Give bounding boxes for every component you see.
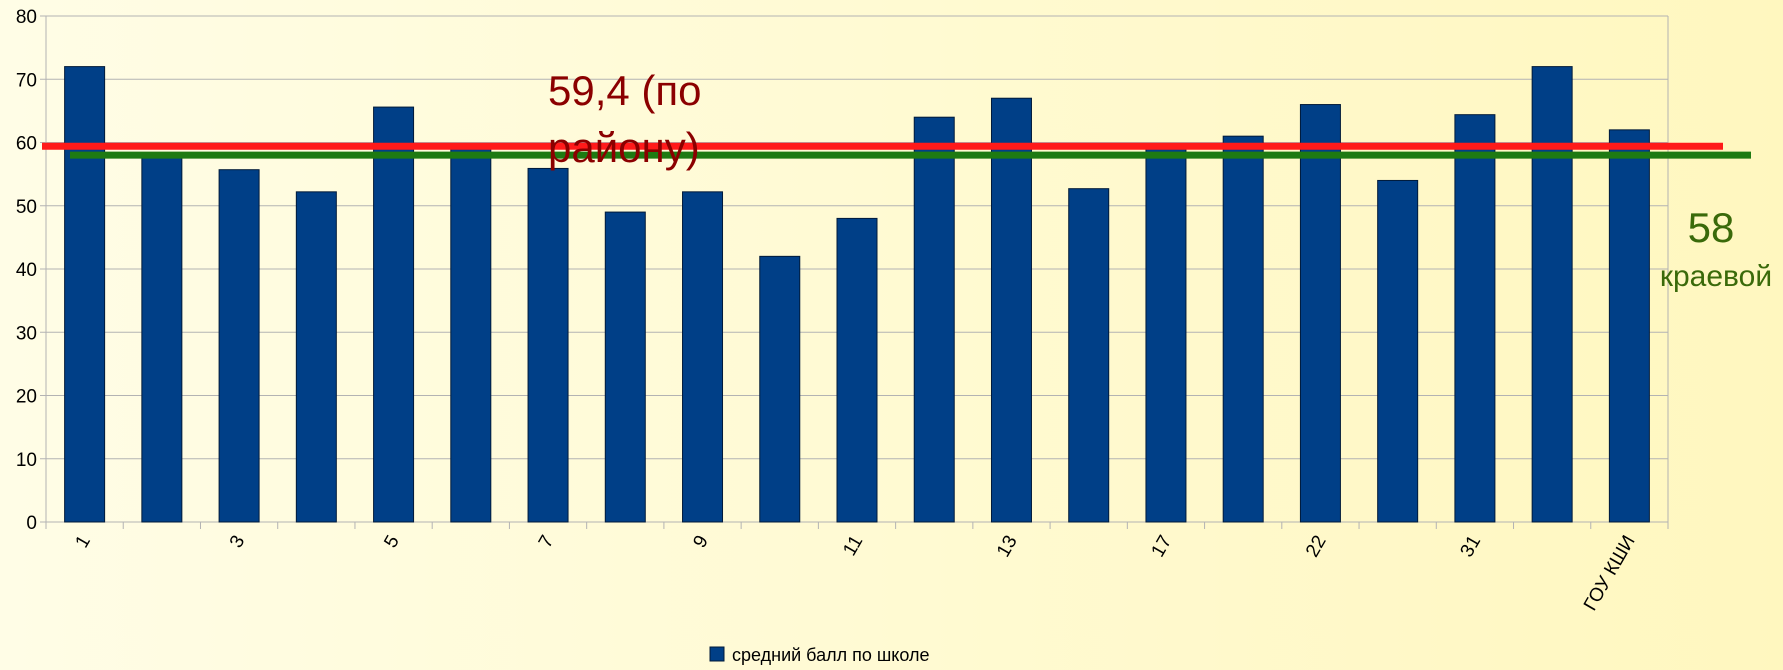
- bar: [990, 97, 1032, 523]
- bar: [1068, 188, 1110, 523]
- reference-label: 58: [1688, 204, 1735, 251]
- bar: [295, 191, 337, 523]
- y-tick-label: 50: [16, 197, 37, 218]
- bar: [1222, 135, 1264, 523]
- bar: [836, 217, 878, 523]
- bar: [604, 211, 646, 523]
- reference-label: району): [548, 124, 700, 171]
- reference-label: краевой: [1660, 260, 1772, 293]
- bar: [1377, 179, 1419, 523]
- bar: [759, 255, 801, 523]
- bar: [1145, 148, 1187, 523]
- y-tick-label: 70: [16, 70, 37, 91]
- y-tick-label: 20: [16, 387, 37, 408]
- bar: [1454, 114, 1496, 523]
- y-tick-label: 80: [16, 7, 37, 28]
- y-tick-label: 40: [16, 260, 37, 281]
- bar: [1531, 66, 1573, 523]
- bar: [373, 106, 415, 523]
- bar: [913, 116, 955, 523]
- y-tick-label: 60: [16, 134, 37, 155]
- bar: [682, 191, 724, 523]
- bar: [527, 167, 569, 523]
- legend-swatch: [709, 646, 725, 662]
- bar: [1299, 104, 1341, 523]
- y-tick-label: 30: [16, 323, 37, 344]
- y-tick-label: 10: [16, 450, 37, 471]
- y-tick-label: 0: [26, 513, 37, 534]
- bar: [1608, 129, 1650, 523]
- bar: [64, 66, 106, 523]
- bar: [450, 148, 492, 523]
- legend-label: средний балл по школе: [732, 645, 930, 665]
- bar: [141, 154, 183, 523]
- reference-label: 59,4 (по: [548, 67, 702, 114]
- bar: [218, 169, 260, 523]
